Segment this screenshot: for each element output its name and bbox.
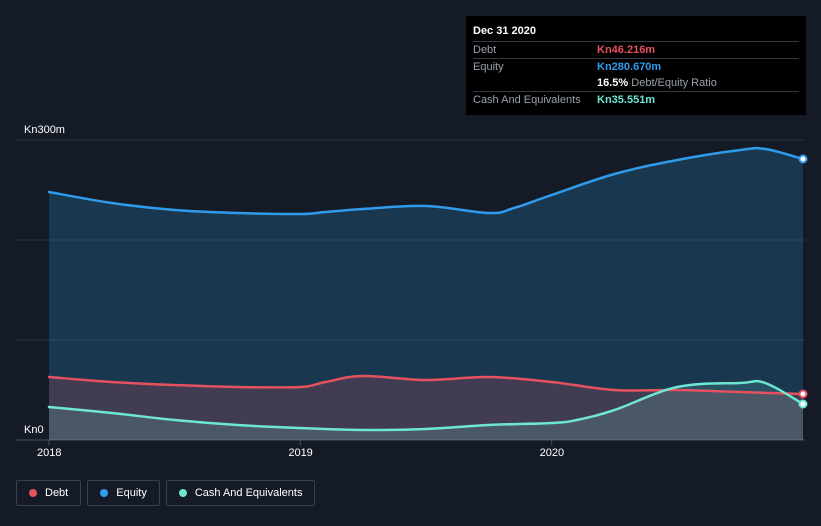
legend-dot-equity <box>100 489 109 497</box>
tooltip-ratio-value: 16.5% Debt/Equity Ratio <box>597 75 717 91</box>
tooltip-value-debt: Kn46.216m <box>597 44 656 56</box>
line-layer <box>47 146 808 432</box>
tooltip-row-debt: Debt Kn46.216m <box>473 42 799 59</box>
line-equity <box>47 146 805 216</box>
tooltip-row-equity: Equity Kn280.670m <box>473 59 799 75</box>
y-tick-label: Kn300m <box>24 124 65 136</box>
tooltip-ratio-label: Debt/Equity Ratio <box>631 77 717 89</box>
x-tick-label: 2019 <box>288 447 313 459</box>
tooltip-value-cash: Kn35.551m <box>597 94 656 106</box>
endpoint-debt <box>798 389 808 399</box>
tooltip-date: Dec 31 2020 <box>473 16 799 42</box>
endpoint-cash <box>798 399 808 409</box>
legend: Debt Equity Cash And Equivalents <box>16 480 316 506</box>
grid-layer <box>16 139 805 441</box>
tooltip-label-equity: Equity <box>473 61 504 73</box>
x-tick-label: 2020 <box>539 447 565 459</box>
tooltip: Dec 31 2020 Debt Kn46.216m Equity Kn280.… <box>466 16 806 115</box>
area-equity <box>49 148 803 440</box>
y-tick-label: Kn0 <box>24 424 44 436</box>
tooltip-ratio-number: 16.5% <box>597 77 629 89</box>
legend-label-equity: Equity <box>116 487 147 499</box>
line-cash <box>47 379 805 432</box>
legend-item-cash[interactable]: Cash And Equivalents <box>165 480 316 506</box>
endpoint-equity <box>798 154 808 164</box>
tooltip-row-cash: Cash And Equivalents Kn35.551m <box>473 92 799 108</box>
tooltip-row-ratio: 16.5% Debt/Equity Ratio <box>473 75 799 92</box>
legend-dot-debt <box>29 489 37 497</box>
legend-dot-cash <box>178 489 187 497</box>
x-tick-label: 2018 <box>37 447 62 459</box>
tooltip-value-equity: Kn280.670m <box>597 61 662 73</box>
area-layer <box>49 148 803 440</box>
tooltip-label-debt: Debt <box>473 44 497 56</box>
tick-layer <box>48 440 553 445</box>
legend-label-debt: Debt <box>45 487 69 499</box>
legend-label-cash: Cash And Equivalents <box>194 487 303 499</box>
legend-item-debt[interactable]: Debt <box>16 480 82 506</box>
legend-item-equity[interactable]: Equity <box>87 480 160 506</box>
line-debt <box>47 374 805 396</box>
tooltip-label-cash: Cash And Equivalents <box>473 94 581 106</box>
